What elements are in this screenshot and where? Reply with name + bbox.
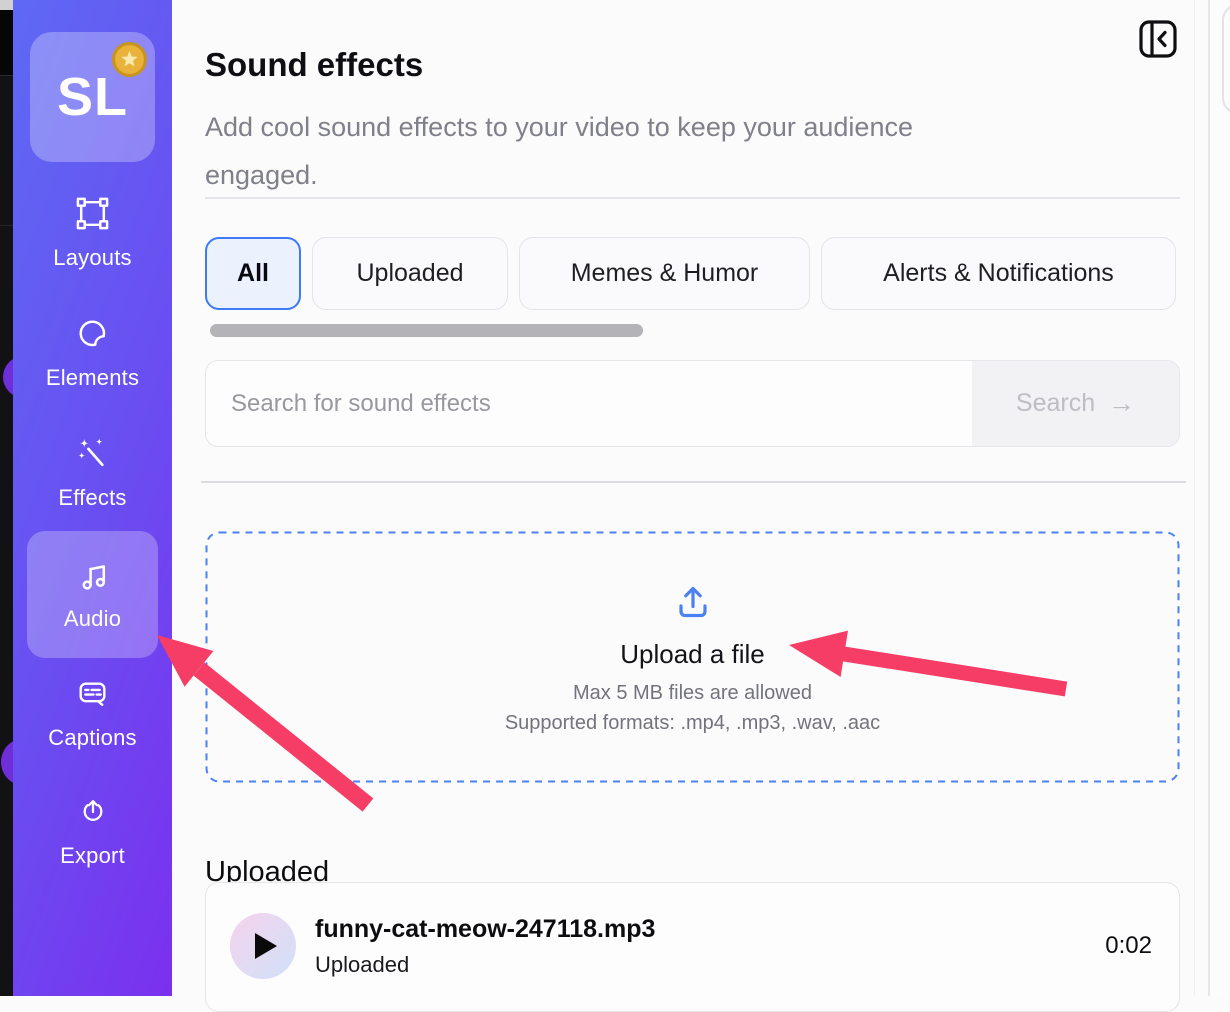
sidebar-item-elements[interactable]: Elements xyxy=(13,315,172,391)
sidebar-item-captions[interactable]: Captions xyxy=(13,675,172,751)
app-logo-text: SL xyxy=(56,67,128,127)
effects-magic-wand-icon xyxy=(78,438,104,467)
header-divider xyxy=(205,197,1180,199)
sidebar-item-label: Export xyxy=(60,843,125,868)
background-divider xyxy=(0,225,13,226)
sidebar-item-effects[interactable]: Effects xyxy=(13,435,172,511)
canvas-rounded-corner xyxy=(1222,4,1230,114)
file-name: funny-cat-meow-247118.mp3 xyxy=(315,915,656,943)
sidebar-item-export[interactable]: Export xyxy=(13,796,172,869)
search-button[interactable]: Search → xyxy=(972,361,1179,446)
page-subtitle: Add cool sound effects to your video to … xyxy=(205,112,913,190)
panel-right-divider xyxy=(1208,0,1210,996)
upload-dropzone[interactable]: Upload a file Max 5 MB files are allowed… xyxy=(205,531,1180,783)
file-status: Uploaded xyxy=(315,951,410,977)
uploaded-file-row[interactable]: funny-cat-meow-247118.mp3 Uploaded 0:02 xyxy=(205,882,1180,1012)
audio-music-note-icon xyxy=(82,565,105,590)
upload-formats-hint: Supported formats: .mp4, .mp3, .wav, .aa… xyxy=(504,712,881,734)
export-share-icon xyxy=(83,800,102,821)
background-purple-blob xyxy=(3,356,13,398)
sidebar-item-label: Effects xyxy=(58,485,127,510)
tab-uploaded[interactable]: Uploaded xyxy=(312,237,508,310)
upload-size-hint: Max 5 MB files are allowed xyxy=(573,682,812,704)
elements-sticker-icon xyxy=(79,320,106,347)
play-button[interactable] xyxy=(230,913,296,979)
sidebar-item-label: Layouts xyxy=(53,245,132,270)
layouts-frame-icon xyxy=(76,197,109,230)
arrow-right-icon: → xyxy=(1108,388,1136,418)
background-window-edge xyxy=(0,0,13,10)
canvas-area-edge xyxy=(1210,0,1230,996)
sidebar-item-label: Elements xyxy=(45,365,140,390)
sound-effects-panel: Sound effects Add cool sound effects to … xyxy=(172,0,1208,1012)
dropzone-dashed-border xyxy=(205,531,1180,783)
premium-star-badge-icon xyxy=(112,42,147,77)
tab-all[interactable]: All xyxy=(205,237,301,310)
upload-title: Upload a file xyxy=(620,639,765,669)
upload-icon xyxy=(678,586,707,618)
background-window-block xyxy=(0,10,13,76)
category-tabs: All Uploaded Memes & Humor Alerts & Noti… xyxy=(205,237,1176,310)
tab-alerts-notifications[interactable]: Alerts & Notifications xyxy=(821,237,1176,310)
tab-memes-humor[interactable]: Memes & Humor xyxy=(519,237,810,310)
background-purple-blob xyxy=(1,738,13,786)
section-divider xyxy=(201,481,1186,483)
sidebar-item-label: Captions xyxy=(48,725,137,750)
panel-inner-divider xyxy=(1194,0,1195,996)
captions-bubble-icon xyxy=(79,682,106,706)
collapse-panel-button[interactable] xyxy=(1139,20,1177,58)
file-info: funny-cat-meow-247118.mp3 Uploaded xyxy=(315,913,655,978)
file-duration: 0:02 xyxy=(1105,932,1152,959)
search-button-label: Search xyxy=(1015,389,1096,417)
play-icon xyxy=(255,933,277,959)
page-title: Sound effects xyxy=(205,46,424,84)
sidebar: SL Layouts Elements Effects xyxy=(13,0,172,996)
app-logo[interactable]: SL xyxy=(30,32,155,162)
sidebar-item-audio-active[interactable]: Audio xyxy=(27,531,158,658)
search-bar: Search → xyxy=(205,360,1180,447)
sidebar-item-label: Audio xyxy=(63,606,122,631)
search-input[interactable] xyxy=(206,361,972,446)
sidebar-item-layouts[interactable]: Layouts xyxy=(13,195,172,271)
background-window-strip xyxy=(0,0,13,996)
collapse-panel-icon xyxy=(1139,20,1177,58)
tabs-horizontal-scrollbar[interactable] xyxy=(210,324,643,337)
